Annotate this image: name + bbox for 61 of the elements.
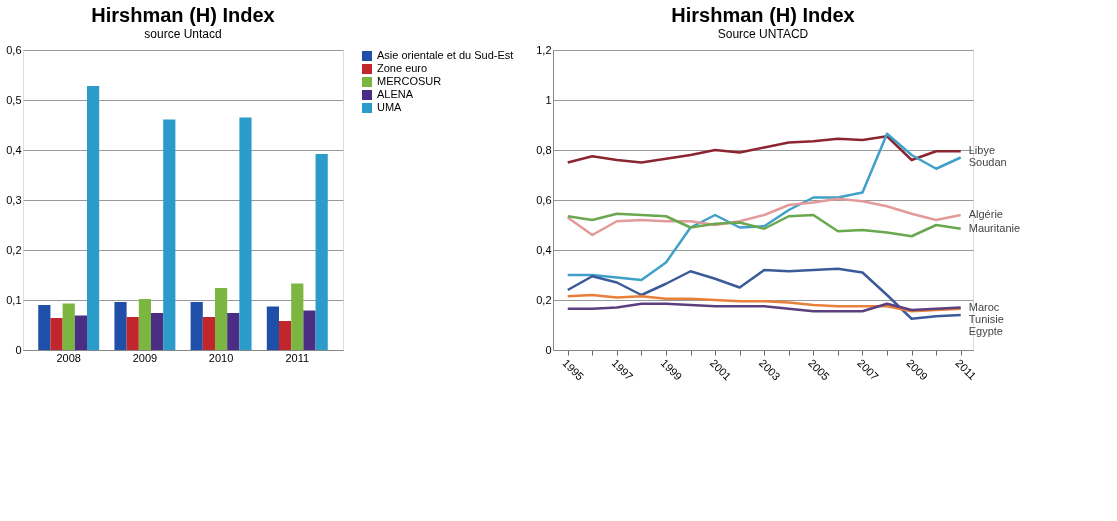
series-label: Libye [968, 144, 996, 157]
x-tick-label: 2008 [56, 351, 81, 364]
bar [126, 317, 139, 350]
line-series [566, 302, 962, 313]
series-label: Algérie [968, 208, 1003, 220]
x-tick-label: 2010 [208, 351, 234, 364]
line-series [566, 267, 962, 320]
y-tick-label: 0,5 [6, 93, 22, 106]
bar [163, 119, 176, 350]
legend-label: Zone euro [377, 62, 428, 74]
line-series [566, 293, 962, 313]
bar [291, 283, 304, 350]
chart-subtitle: Source UNTACD [717, 27, 809, 41]
y-tick-label: 0,6 [536, 193, 552, 206]
line-series [566, 132, 962, 282]
bar [62, 303, 75, 350]
series-label: Soudan [968, 156, 1007, 169]
x-tick-label: 2011 [285, 351, 310, 364]
bar [74, 315, 87, 350]
y-tick-label: 1,2 [536, 43, 552, 56]
y-tick-label: 0,8 [536, 143, 552, 156]
series-label: Mauritanie [968, 221, 1021, 234]
legend-label: ALENA [377, 88, 414, 100]
y-tick-label: 0,4 [6, 143, 22, 156]
y-tick-label: 1 [545, 93, 552, 106]
y-tick-label: 0,2 [536, 293, 552, 306]
bar [266, 306, 279, 350]
chart-subtitle: source Untacd [144, 27, 222, 41]
y-tick-label: 0 [15, 343, 22, 356]
series-label: Maroc [968, 300, 1000, 313]
line-series [566, 197, 962, 237]
y-tick-label: 0,6 [6, 43, 22, 56]
y-tick-label: 0,3 [6, 193, 22, 206]
chart-title: Hirshman (H) Index [671, 4, 855, 26]
bar [239, 117, 252, 350]
bar [315, 154, 328, 350]
bar [190, 302, 203, 350]
bar [38, 305, 51, 350]
bar [87, 86, 100, 350]
bar [151, 313, 164, 350]
bar [303, 310, 316, 350]
y-tick-label: 0,4 [536, 243, 552, 256]
legend-label: Asie orientale et du Sud-Est [377, 49, 514, 61]
bar [114, 302, 127, 350]
bar [202, 317, 215, 350]
bar [215, 288, 228, 350]
chart-title: Hirshman (H) Index [91, 4, 275, 26]
line-series [566, 135, 962, 164]
y-tick-label: 0,1 [6, 293, 22, 306]
bar [227, 313, 240, 350]
line-series [566, 212, 962, 238]
bar [50, 318, 63, 350]
legend-label: UMA [377, 101, 403, 113]
series-label: Egypte [968, 324, 1003, 337]
bar [279, 321, 292, 350]
x-tick-label: 2009 [132, 351, 158, 364]
y-tick-label: 0 [545, 343, 552, 356]
bar [138, 299, 151, 350]
legend-label: MERCOSUR [377, 75, 442, 87]
series-label: Tunisie [968, 312, 1004, 325]
y-tick-label: 0,2 [6, 243, 22, 256]
